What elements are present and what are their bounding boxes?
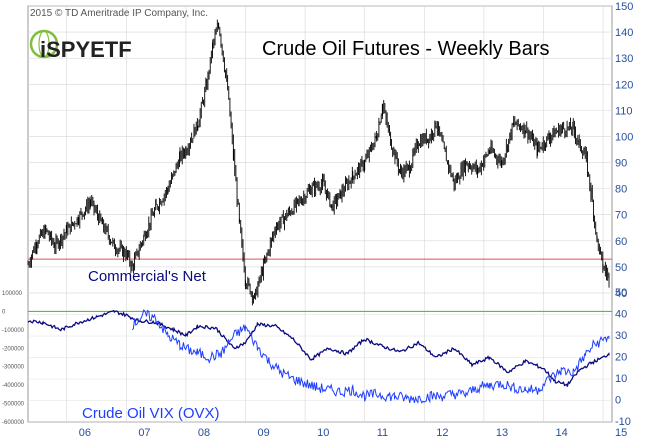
price-axis-tick: 80: [615, 184, 627, 196]
price-axis-tick: 110: [615, 105, 633, 117]
price-axis-tick: 130: [615, 53, 633, 65]
commercials-series-label: Commercial's Net: [88, 268, 207, 285]
ovx-axis-tick: 10: [615, 373, 627, 385]
reference-lines: [28, 258, 612, 312]
commercials-axis-tick: -600000: [2, 420, 25, 426]
price-axis-tick: 40: [615, 288, 627, 300]
x-axis-tick: 09: [258, 427, 270, 439]
x-axis-tick: 10: [317, 427, 329, 439]
x-axis-tick: 06: [79, 427, 91, 439]
price-axis-tick: 100: [615, 131, 633, 143]
x-axis-tick: 15: [615, 427, 627, 439]
commercials-axis-tick: -100000: [2, 328, 25, 334]
logo: iSPYETF: [29, 29, 132, 62]
price-axis-tick: 120: [615, 79, 633, 91]
x-axis-tick: 07: [138, 427, 150, 439]
x-axis-tick: 08: [198, 427, 210, 439]
ovx-axis-tick: 20: [615, 352, 627, 364]
ovx-series-label: Crude Oil VIX (OVX): [82, 405, 220, 422]
x-axis-tick: 13: [496, 427, 508, 439]
tick-labels: 1501401301201101009080706050405040302010…: [2, 1, 633, 439]
ovx-series-line: [131, 309, 610, 404]
logo-text: iSPYETF: [40, 37, 132, 62]
price-axis-tick: 60: [615, 236, 627, 248]
price-axis-tick: 50: [615, 262, 627, 274]
commercials-axis-tick: 0: [2, 309, 6, 315]
commercials-axis-tick: -200000: [2, 346, 25, 352]
price-axis-tick: 140: [615, 27, 633, 39]
chart-title: Crude Oil Futures - Weekly Bars: [262, 38, 550, 60]
grid-lines: [28, 5, 612, 423]
commercials-axis-tick: -500000: [2, 402, 25, 408]
copyright-text: 2015 © TD Ameritrade IP Company, Inc.: [30, 8, 208, 19]
commercials-axis-tick: 100000: [2, 291, 23, 297]
ovx-axis-tick: 0: [615, 395, 621, 407]
series-layer: [27, 19, 610, 404]
price-axis-tick: 70: [615, 210, 627, 222]
x-axis-tick: 11: [377, 427, 388, 439]
commercials-axis-tick: -400000: [2, 383, 25, 389]
x-axis-tick: 14: [555, 427, 567, 439]
commercials-series-line: [27, 309, 610, 387]
ovx-axis-tick: 40: [615, 309, 627, 321]
logo-globe-meridian-icon: [38, 30, 50, 58]
ovx-axis-tick: -10: [615, 416, 631, 428]
price-series: [27, 19, 610, 306]
x-axis-tick: 12: [436, 427, 448, 439]
price-axis-tick: 150: [615, 1, 633, 13]
ovx-axis-tick: 50: [615, 287, 627, 299]
commercials-axis-tick: -300000: [2, 365, 25, 371]
ovx-axis-tick: 30: [615, 330, 627, 342]
price-axis-tick: 90: [615, 158, 627, 170]
